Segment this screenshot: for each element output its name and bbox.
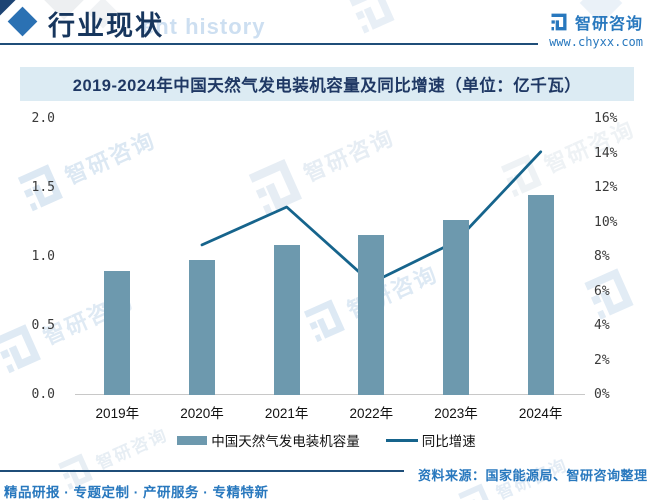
- watermark-text: 智研咨询: [300, 124, 399, 187]
- bar-2023年: [443, 219, 469, 395]
- bar-2020年: [189, 259, 215, 395]
- brand-logo-watermark-icon: [500, 154, 542, 198]
- header-watermark-text: ent history: [142, 14, 266, 39]
- right-axis-tick: 16%: [594, 111, 618, 126]
- legend-item-capacity: 中国天然气发电装机容量: [177, 430, 360, 450]
- brand-name: 智研咨询: [574, 16, 643, 33]
- brand-logo-watermark-icon: [584, 268, 634, 320]
- x-axis-label: 2024年: [518, 406, 563, 421]
- legend-item-growth: 同比增速: [385, 430, 476, 450]
- brand-logo-watermark-icon: [248, 159, 303, 215]
- bar-2022年: [358, 234, 385, 395]
- left-axis-tick: 0.5: [31, 318, 55, 333]
- right-axis-tick: 12%: [594, 180, 618, 195]
- bar-2021年: [273, 244, 300, 395]
- right-axis-tick: 4%: [594, 318, 610, 333]
- brand-logo-watermark-icon: [0, 324, 41, 374]
- watermark-text: 智研咨询: [540, 116, 639, 178]
- x-axis-label: 2019年: [95, 406, 140, 421]
- data-source: 资料来源：国家能源局、智研咨询整理: [418, 468, 648, 483]
- brand-logo-icon: [551, 13, 567, 31]
- legend-bar-swatch: [177, 435, 208, 445]
- footer-tagline: 精品研报 · 专题定制 · 产研服务 · 专精特新: [4, 485, 269, 500]
- bar-2024年: [527, 194, 554, 395]
- legend-label-capacity: 中国天然气发电装机容量: [211, 434, 360, 449]
- right-axis-tick: 10%: [594, 214, 618, 230]
- section-title: 行业现状: [48, 11, 164, 41]
- bar-2019年: [104, 270, 131, 395]
- brand-url: www.chyxx.com: [549, 35, 643, 49]
- legend-line-swatch: [385, 438, 418, 442]
- chart-title-banner: 2019-2024年中国天然气发电装机容量及同比增速（单位：亿千瓦）: [20, 67, 634, 101]
- section-bullet-diamond-icon: [7, 6, 38, 37]
- x-axis-label: 2022年: [349, 406, 394, 421]
- brand-logo-watermark-icon: [349, 0, 395, 34]
- left-axis-tick: 0.0: [31, 387, 55, 402]
- x-axis-line: [75, 394, 585, 395]
- brand-logo-watermark-icon: [17, 164, 63, 212]
- right-axis-tick: 0%: [594, 387, 610, 402]
- header-divider: [0, 43, 538, 45]
- x-axis-label: 2020年: [180, 406, 224, 421]
- left-axis-tick: 1.0: [31, 249, 55, 264]
- footer-divider: [0, 470, 404, 472]
- right-axis-tick: 6%: [594, 283, 610, 299]
- chart-legend: 中国天然气发电装机容量 同比增速: [0, 430, 653, 450]
- chart-title: 2019-2024年中国天然气发电装机容量及同比增速（单位：亿千瓦）: [72, 77, 582, 95]
- watermark-text: 智研咨询: [39, 287, 138, 350]
- right-axis-tick: 14%: [594, 145, 618, 161]
- right-axis-tick: 8%: [594, 249, 610, 264]
- right-axis-tick: 2%: [594, 352, 610, 368]
- x-axis-label: 2021年: [264, 406, 309, 421]
- watermark-text: 智研咨询: [343, 261, 442, 323]
- left-axis-tick: 2.0: [31, 111, 55, 126]
- watermark-text: 智研咨询: [61, 127, 160, 190]
- brand: 智研咨询: [549, 10, 643, 34]
- x-axis-label: 2023年: [434, 406, 478, 421]
- corner-decoration: [0, 0, 16, 16]
- legend-label-growth: 同比增速: [421, 434, 476, 449]
- brand-logo-watermark-icon: [303, 299, 345, 343]
- left-axis-tick: 1.5: [31, 180, 55, 195]
